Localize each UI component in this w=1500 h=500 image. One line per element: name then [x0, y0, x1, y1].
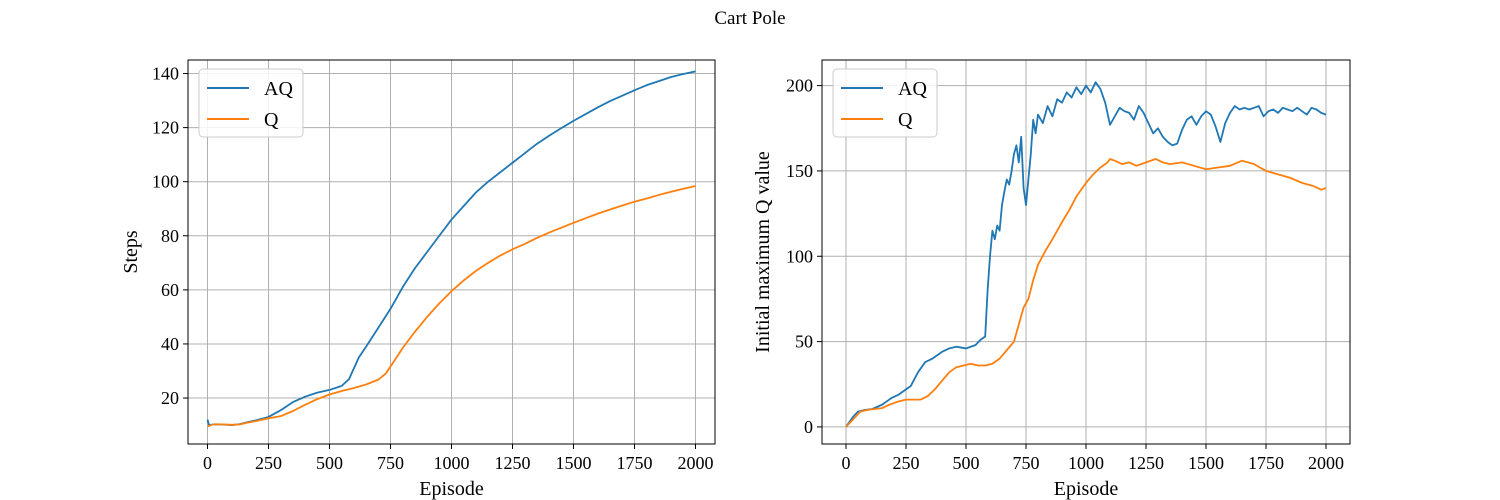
figure-title: Cart Pole [714, 8, 785, 29]
x-tick-label: 750 [377, 453, 404, 473]
chart-1: 0 250 500 750 1000 1250 1500 1750 2000 20 40 60 80 10… [120, 59, 716, 500]
x-tick-label: 1500 [1188, 453, 1224, 473]
legend: AQ Q [832, 68, 938, 138]
y-tick-label: 200 [786, 76, 813, 96]
x-tick-label: 1250 [1128, 453, 1164, 473]
x-tick-label: 0 [842, 453, 851, 473]
x-tick-label: 1000 [1068, 453, 1104, 473]
y-tick-label: 40 [161, 334, 179, 354]
series-line-q [845, 158, 1327, 428]
x-tick-label: 500 [316, 453, 343, 473]
y-tick-label: 150 [786, 161, 813, 181]
x-tick-label: 750 [1013, 453, 1040, 473]
legend: AQ Q [198, 68, 304, 138]
series-line-q [207, 185, 696, 428]
x-axis-label: Episode [419, 478, 484, 500]
x-tick-label: 0 [203, 453, 212, 473]
legend-label-aq: AQ [264, 78, 293, 100]
x-tick-label: 2000 [677, 453, 713, 473]
x-tick-label: 500 [953, 453, 980, 473]
y-tick-label: 20 [161, 388, 179, 408]
y-axis-label: Steps [120, 230, 142, 274]
y-tick-label: 80 [161, 226, 179, 246]
series-line-aq [845, 81, 1327, 428]
x-axis-label: Episode [1054, 478, 1119, 500]
y-tick-label: 0 [804, 417, 813, 437]
legend-label-q: Q [898, 109, 913, 131]
x-tick-label: 250 [893, 453, 920, 473]
x-tick-label: 1500 [555, 453, 591, 473]
x-tick-label: 1750 [1248, 453, 1284, 473]
x-tick-label: 1000 [434, 453, 470, 473]
x-tick-label: 250 [255, 453, 282, 473]
legend-label-q: Q [264, 109, 279, 131]
y-tick-label: 100 [152, 172, 179, 192]
y-tick-label: 120 [152, 118, 179, 138]
x-tick-label: 1750 [616, 453, 652, 473]
y-tick-label: 50 [795, 332, 813, 352]
y-tick-label: 60 [161, 280, 179, 300]
x-tick-label: 2000 [1308, 453, 1344, 473]
chart-2: 0 250 500 750 1000 1250 1500 1750 2000 0 50 100 150 2… [752, 59, 1351, 500]
y-axis-label: Initial maximum Q value [752, 151, 774, 353]
legend-label-aq: AQ [898, 78, 927, 100]
y-tick-label: 140 [152, 64, 179, 84]
y-tick-label: 100 [786, 246, 813, 266]
x-tick-label: 1250 [494, 453, 530, 473]
